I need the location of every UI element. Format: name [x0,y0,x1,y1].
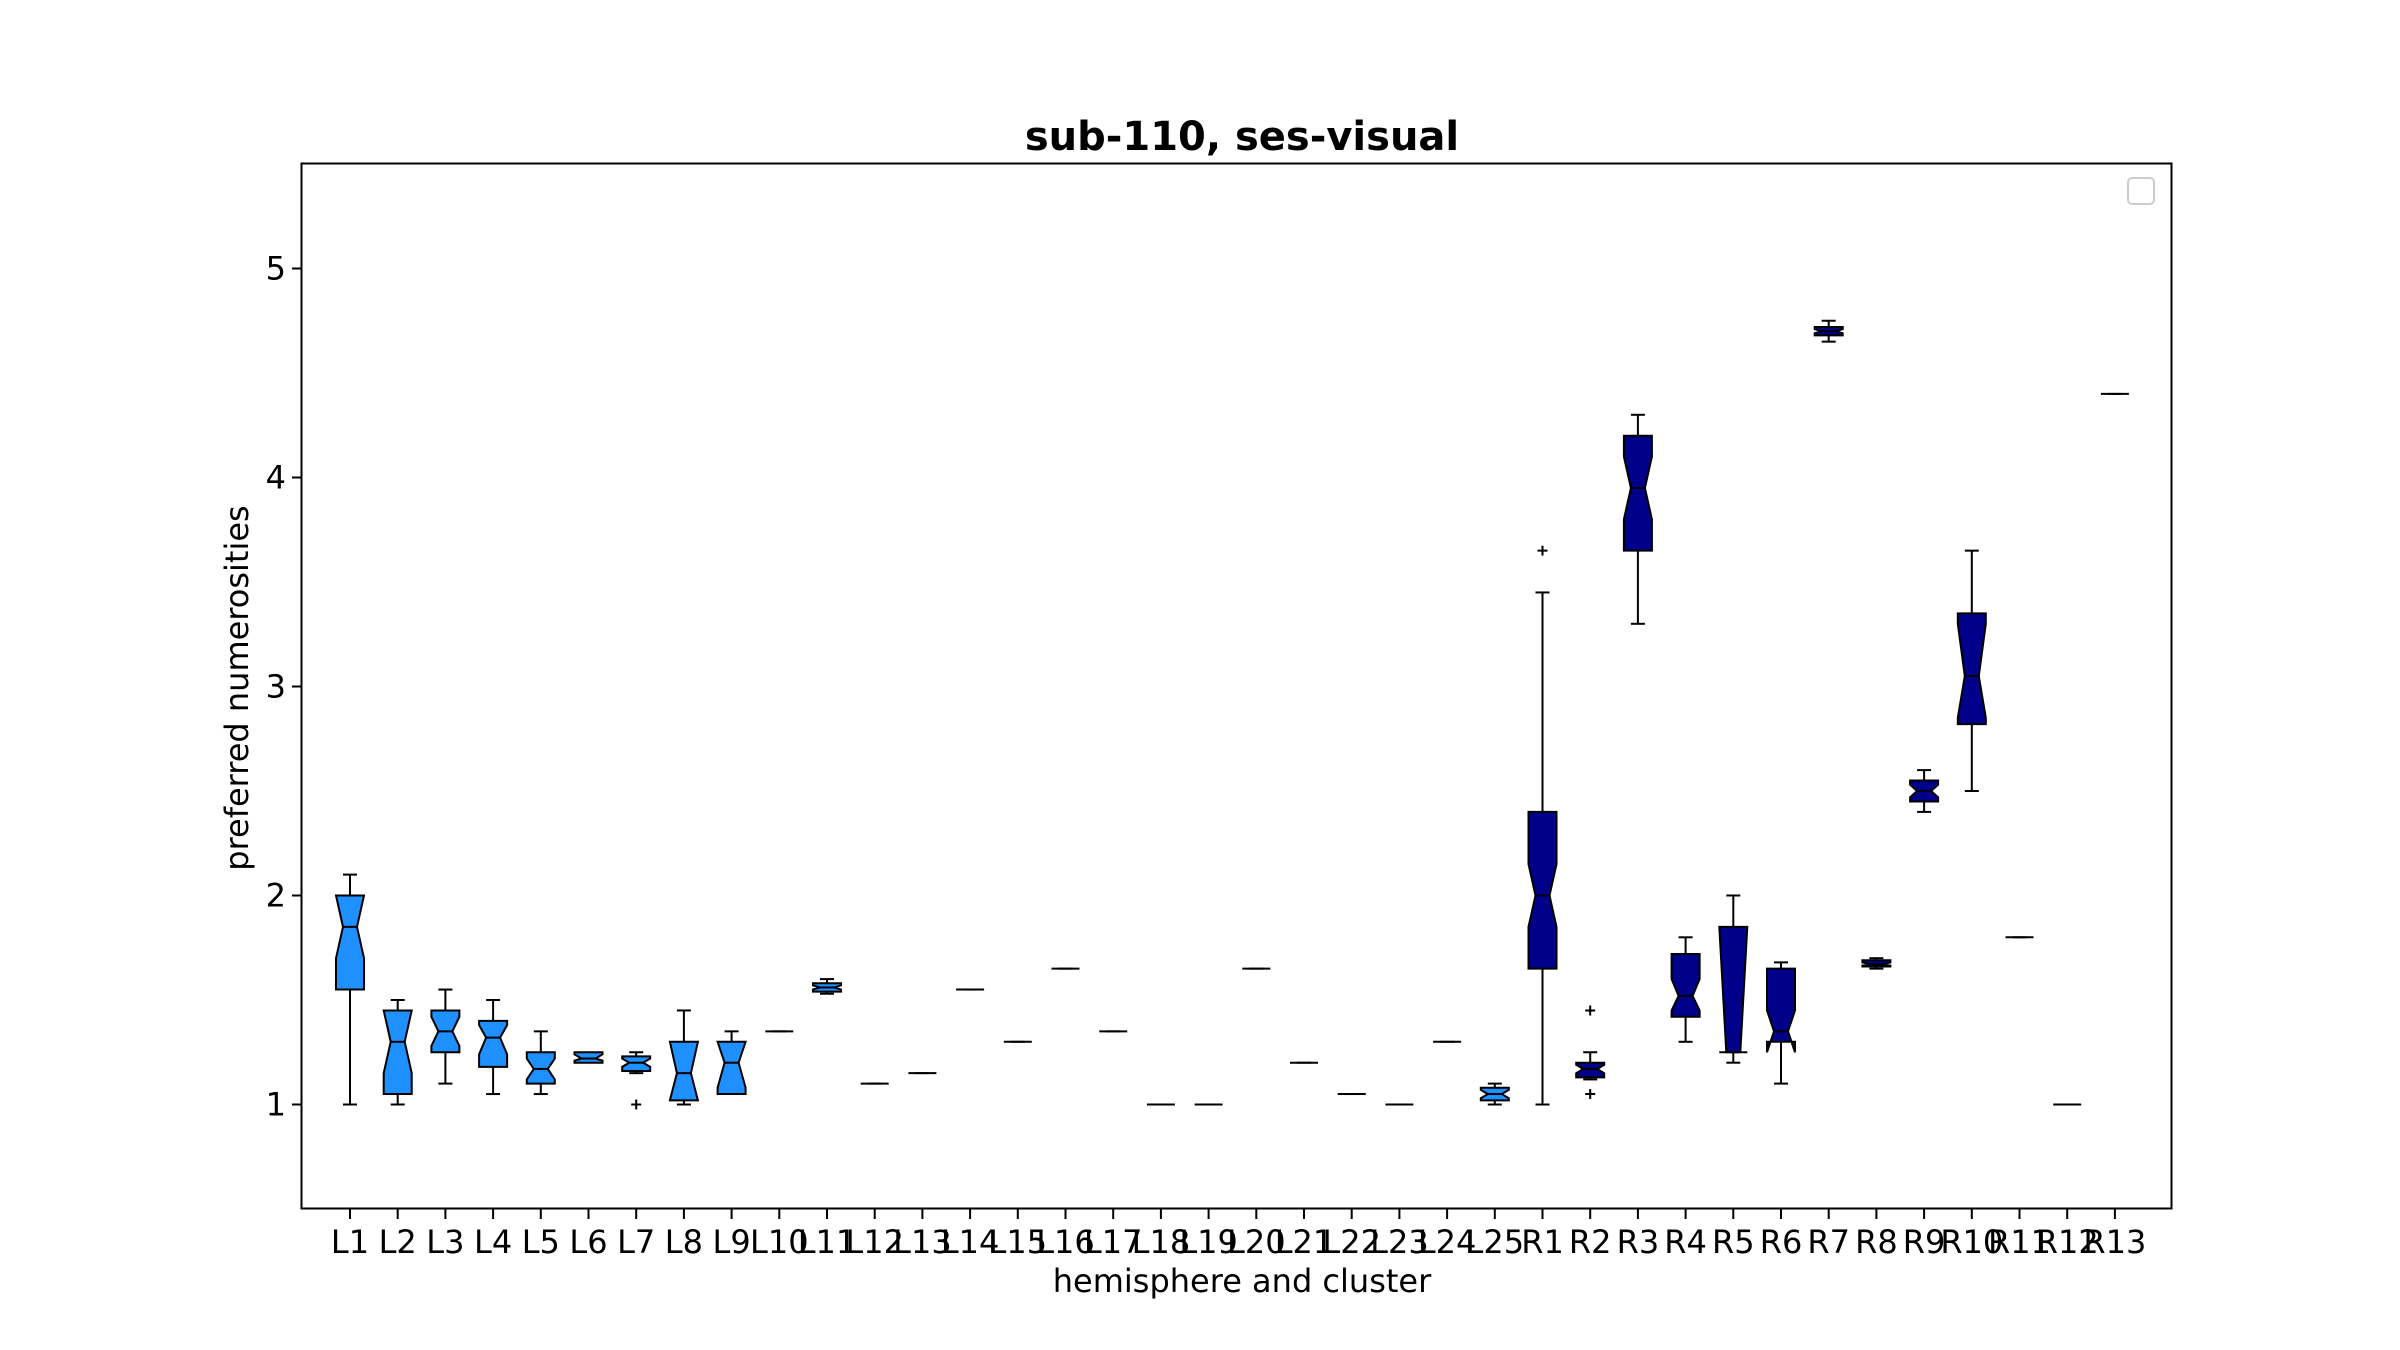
x-tick-label: L4 [474,1223,512,1261]
x-tick-label: L6 [569,1223,607,1261]
x-tick-label: L5 [522,1223,560,1261]
x-tick-label: L9 [713,1223,751,1261]
box-L5 [525,1051,556,1085]
x-tick-label: R11 [1988,1223,2051,1261]
x-tick-label: L11 [798,1223,857,1261]
x-tick-label: R8 [1855,1223,1898,1261]
x-tick-label: R9 [1903,1223,1946,1261]
x-tick-label: L7 [617,1223,655,1261]
chart-title: sub-110, ses-visual [1025,114,1459,160]
box-R8 [1861,959,1892,968]
x-tick-label: R3 [1617,1223,1660,1261]
x-tick-label: L18 [1132,1223,1191,1261]
x-axis-label: hemisphere and cluster [1053,1262,1432,1300]
flier-L7 [631,1099,642,1110]
box-R1 [1527,810,1558,970]
box-R4 [1670,953,1701,1018]
x-tick-label: L1 [331,1223,369,1261]
box-L6 [573,1051,604,1064]
box-L8 [668,1040,700,1102]
legend-box [2127,177,2155,205]
flier-R1 [1537,545,1548,556]
x-tick-label: L23 [1370,1223,1429,1261]
x-tick-label: L14 [941,1223,1000,1261]
box-R5 [1718,925,1749,1054]
box-L1 [334,894,366,991]
y-tick-label: 3 [266,668,286,706]
x-tick-label: R2 [1569,1223,1612,1261]
x-tick-label: L2 [379,1223,417,1261]
x-tick-label: L20 [1227,1223,1286,1261]
x-tick-label: L16 [1036,1223,1095,1261]
box-R6 [1766,967,1796,1053]
flier-R2 [1585,1005,1596,1016]
axes-frame [300,162,2173,1210]
x-tick-label: L3 [426,1223,464,1261]
x-tick-label: L25 [1466,1223,1525,1261]
x-tick-label: L22 [1322,1223,1381,1261]
box-L4 [478,1019,509,1068]
x-tick-label: R5 [1712,1223,1755,1261]
y-tick-label: 1 [266,1086,286,1124]
y-tick-label: 4 [266,459,286,497]
box-L9 [716,1040,747,1096]
y-tick-label: 5 [266,250,286,288]
x-tick-label: L10 [750,1223,809,1261]
box-R10 [1956,612,1987,726]
x-tick-label: R7 [1807,1223,1850,1261]
box-L2 [382,1009,413,1096]
y-tick-label: 2 [266,877,286,915]
flier-R2 [1585,1089,1596,1100]
x-tick-label: R1 [1521,1223,1564,1261]
x-tick-label: L21 [1275,1223,1334,1261]
box-R3 [1622,434,1653,552]
x-tick-label: L19 [1179,1223,1238,1261]
x-tick-label: L24 [1418,1223,1477,1261]
box-L7 [621,1055,652,1073]
x-tick-label: L8 [665,1223,703,1261]
y-axis-label: preferred numerosities [218,505,256,870]
x-tick-label: L12 [845,1223,904,1261]
x-tick-label: R12 [2036,1223,2099,1261]
x-tick-label: L17 [1084,1223,1143,1261]
x-tick-label: R10 [1940,1223,2003,1261]
x-tick-label: R6 [1760,1223,1803,1261]
x-tick-label: R13 [2083,1223,2146,1261]
x-tick-label: L15 [989,1223,1048,1261]
box-R2 [1575,1061,1606,1079]
x-tick-label: R4 [1664,1223,1707,1261]
x-tick-label: L13 [893,1223,952,1261]
